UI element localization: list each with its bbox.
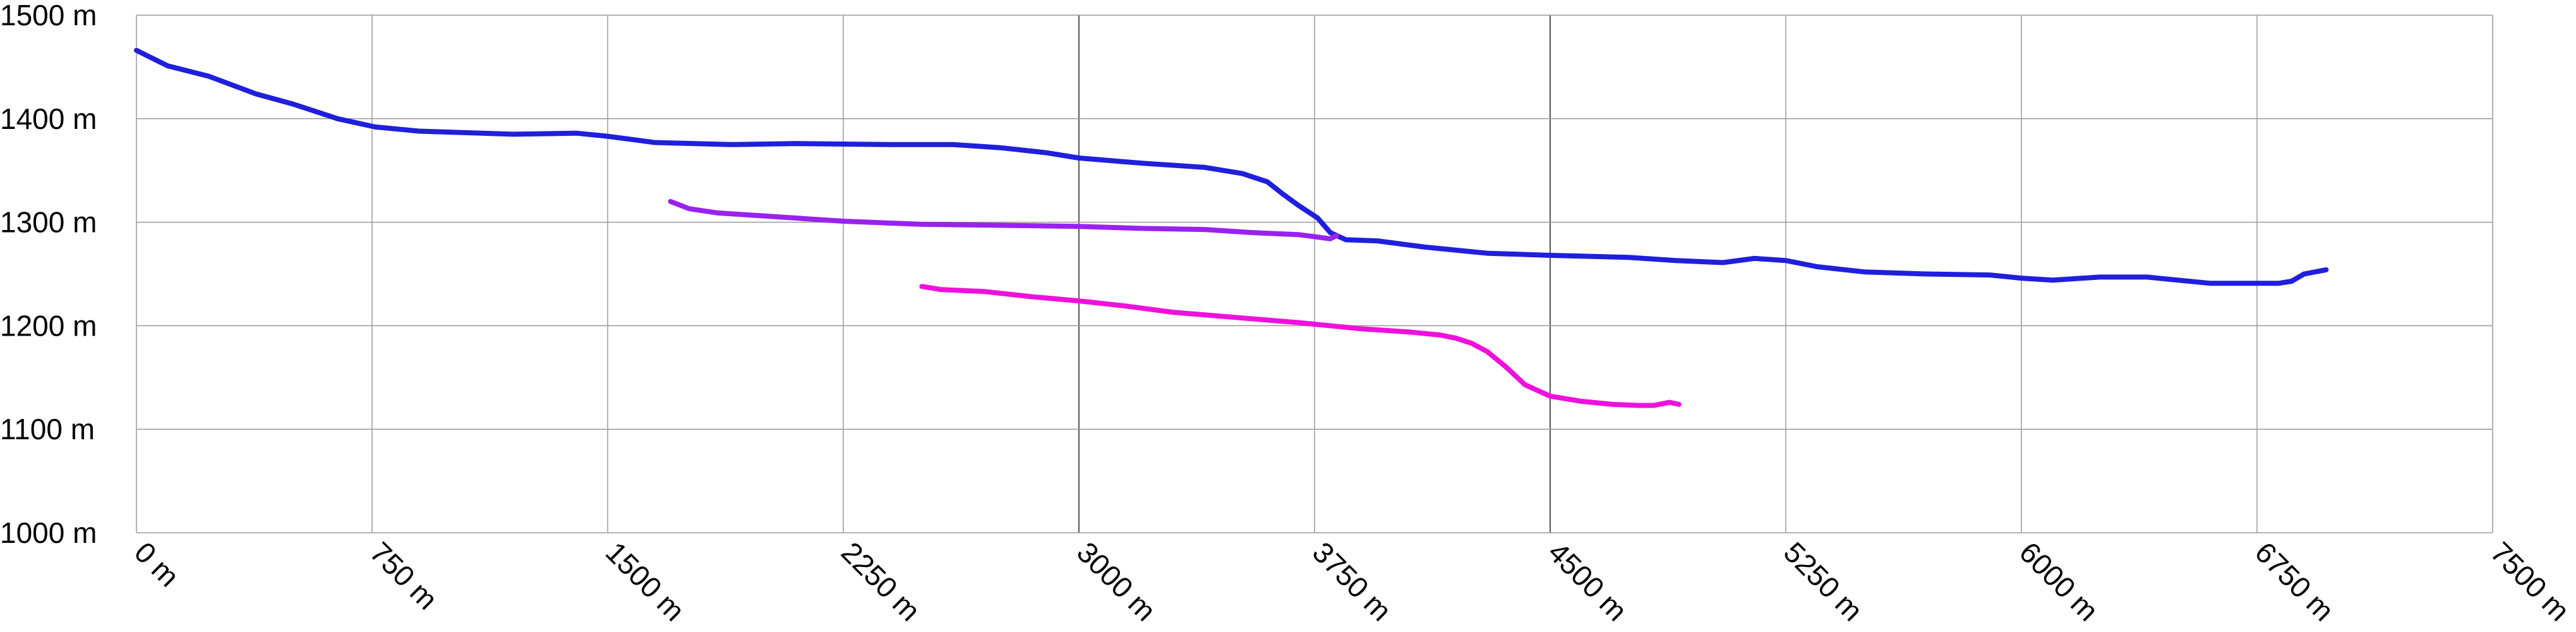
series-line-1 <box>134 47 2329 286</box>
x-tick-label: 6750 m <box>2249 535 2340 627</box>
y-tick-label: 1100 m <box>0 413 95 446</box>
y-tick-label: 1000 m <box>0 516 97 549</box>
x-axis-tick-labels: 0 m 750 m 1500 m 2250 m 3000 m 3750 m 4500 m 52… <box>128 535 2576 627</box>
x-tick-label: 1500 m <box>599 535 691 627</box>
x-tick-label: 6000 m <box>2013 535 2105 627</box>
x-tick-label: 2250 m <box>835 535 927 627</box>
x-tick-label: 3000 m <box>1071 535 1162 627</box>
y-axis-tick-labels: 1000 m 1100 m 1200 m 1300 m 1400 m 1500 m <box>0 0 97 549</box>
series-line-3 <box>919 284 1682 408</box>
x-tick-label: 3750 m <box>1306 535 1398 627</box>
x-tick-label: 7500 m <box>2484 535 2576 627</box>
x-tick-label: 5250 m <box>1778 535 1869 627</box>
x-tick-label: 4500 m <box>1542 535 1634 627</box>
y-tick-label: 1200 m <box>0 309 97 342</box>
y-tick-label: 1500 m <box>0 0 97 32</box>
y-tick-label: 1400 m <box>0 102 97 135</box>
series-lines <box>134 47 2329 408</box>
series-line-2 <box>668 198 1339 241</box>
y-tick-label: 1300 m <box>0 206 97 239</box>
x-tick-label: 0 m <box>128 535 186 593</box>
vertical-gridlines <box>136 15 2493 533</box>
x-tick-label: 750 m <box>364 535 444 616</box>
